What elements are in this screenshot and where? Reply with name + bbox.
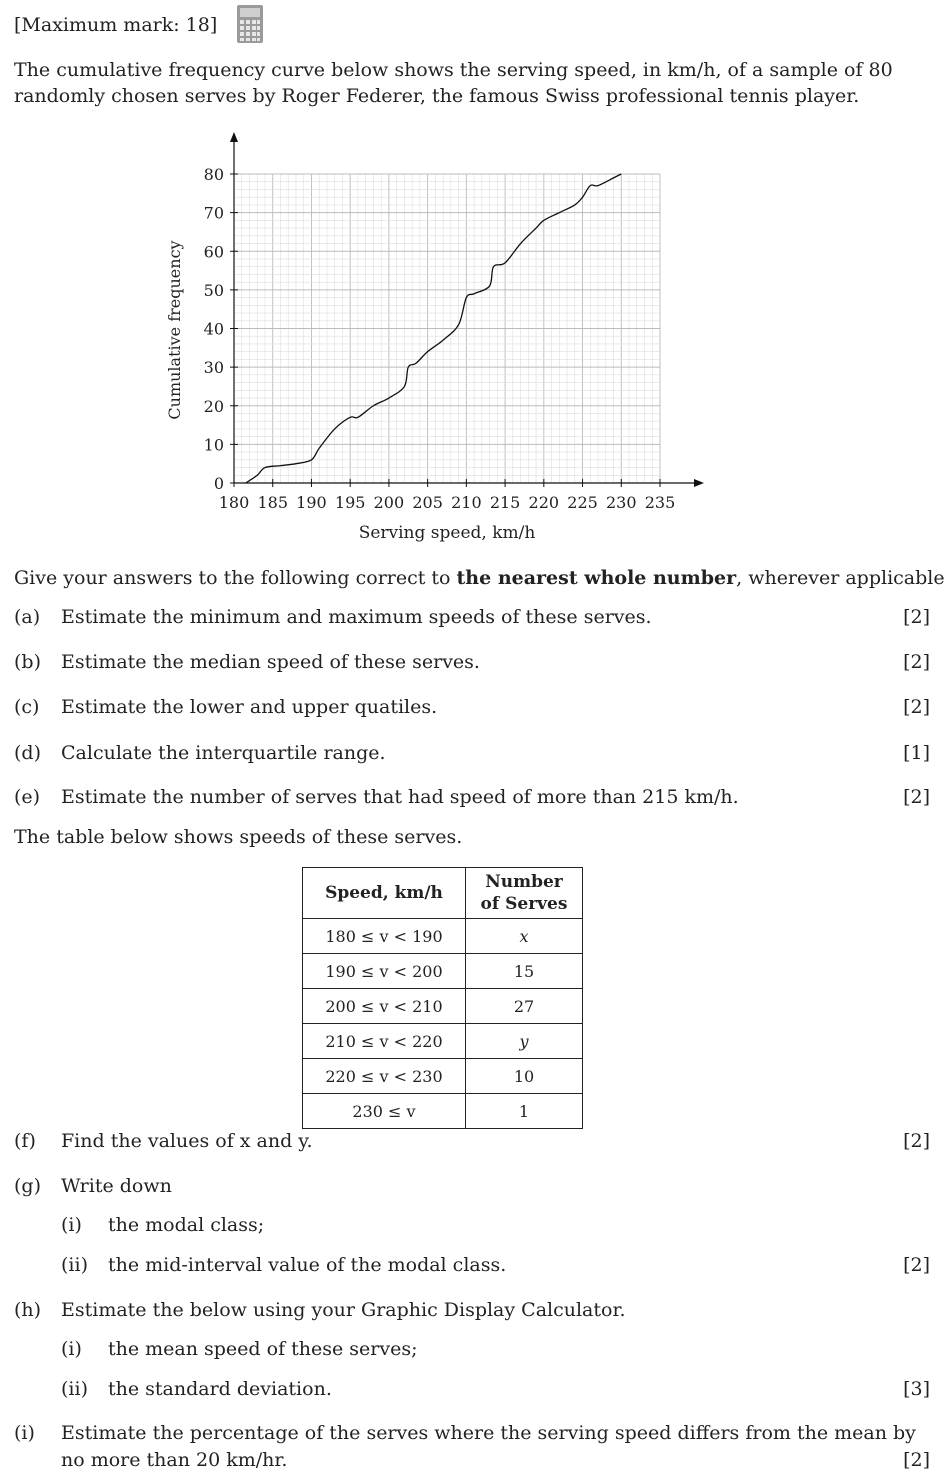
intro-line-1: The cumulative frequency curve below sho… xyxy=(14,59,893,81)
count-cell: 15 xyxy=(465,953,583,989)
question-mark: [2] xyxy=(903,696,930,718)
chart-grid xyxy=(233,173,661,484)
question-text: Find the values of x and y. xyxy=(61,1130,313,1152)
calculator-icon xyxy=(237,5,263,43)
y-tick-label: 10 xyxy=(204,435,224,454)
speed-cell: 180 ≤ v < 190 xyxy=(302,918,466,954)
count-cell: y xyxy=(465,1023,583,1059)
x-axis-arrow xyxy=(694,479,704,487)
subquestion-text: the modal class; xyxy=(108,1214,265,1236)
speed-cell: 210 ≤ v < 220 xyxy=(302,1023,466,1059)
header-speed: Speed, km/h xyxy=(302,867,466,919)
question-text: Write down xyxy=(61,1175,172,1197)
subquestion-text: the standard deviation. xyxy=(108,1378,332,1400)
table-header-row: Speed, km/h Number of Serves xyxy=(302,867,583,919)
question-label: (d) xyxy=(14,742,41,764)
question-text-line-2: no more than 20 km/hr. xyxy=(61,1449,288,1471)
x-tick-label: 210 xyxy=(451,493,482,512)
question-mark: [2] xyxy=(903,1130,930,1152)
question-mark: [3] xyxy=(903,1378,930,1400)
question-text-line-1: Estimate the percentage of the serves wh… xyxy=(61,1422,916,1444)
x-tick-label: 225 xyxy=(567,493,598,512)
question-label: (i) xyxy=(14,1422,35,1444)
subquestion-label: (ii) xyxy=(61,1254,88,1276)
subquestion-text: the mean speed of these serves; xyxy=(108,1338,418,1360)
question-label: (c) xyxy=(14,696,40,718)
count-cell: x xyxy=(465,918,583,954)
question-text: Calculate the interquartile range. xyxy=(61,742,386,764)
y-tick-label: 50 xyxy=(204,281,224,300)
x-tick-label: 200 xyxy=(374,493,405,512)
count-cell: 1 xyxy=(465,1093,583,1129)
count-cell: 27 xyxy=(465,988,583,1024)
question-label: (a) xyxy=(14,606,41,628)
max-mark: [Maximum mark: 18] xyxy=(14,14,218,36)
cumulative-frequency-curve xyxy=(245,173,622,484)
y-tick-label: 0 xyxy=(214,474,224,493)
question-mark: [1] xyxy=(903,742,930,764)
table-row: 210 ≤ v < 220 y xyxy=(302,1023,583,1059)
header-number-of-serves: Number of Serves xyxy=(465,867,583,919)
count-cell: 10 xyxy=(465,1058,583,1094)
y-tick-label: 30 xyxy=(204,358,224,377)
question-mark: [2] xyxy=(903,1449,930,1471)
speed-cell: 190 ≤ v < 200 xyxy=(302,953,466,989)
y-tick-label: 20 xyxy=(204,397,224,416)
instruction-bold: the nearest whole number xyxy=(456,567,737,589)
x-tick-label: 205 xyxy=(412,493,443,512)
question-label: (g) xyxy=(14,1175,41,1197)
x-tick-label: 235 xyxy=(645,493,676,512)
table-row: 190 ≤ v < 200 15 xyxy=(302,953,583,989)
question-mark: [2] xyxy=(903,651,930,673)
question-text: Estimate the number of serves that had s… xyxy=(61,786,739,808)
question-text: Estimate the lower and upper quatiles. xyxy=(61,696,438,718)
x-tick-label: 180 xyxy=(219,493,250,512)
question-text: Estimate the median speed of these serve… xyxy=(61,651,480,673)
instruction-suffix: , wherever applicable. xyxy=(736,567,944,589)
header-number: Number xyxy=(485,872,563,892)
table-intro: The table below shows speeds of these se… xyxy=(14,826,463,848)
instruction: Give your answers to the following corre… xyxy=(14,565,944,591)
instruction-prefix: Give your answers to the following corre… xyxy=(14,567,457,589)
subquestion-text: the mid-interval value of the modal clas… xyxy=(108,1254,507,1276)
subquestion-label: (i) xyxy=(61,1214,82,1236)
x-tick-label: 190 xyxy=(296,493,327,512)
question-text: Estimate the minimum and maximum speeds … xyxy=(61,606,652,628)
question-mark: [2] xyxy=(903,1254,930,1276)
table-row: 180 ≤ v < 190 x xyxy=(302,918,583,954)
table-row: 200 ≤ v < 210 27 xyxy=(302,988,583,1024)
chart-axes xyxy=(230,132,704,487)
x-tick-label: 185 xyxy=(257,493,288,512)
subquestion-label: (ii) xyxy=(61,1378,88,1400)
y-tick-label: 40 xyxy=(204,320,224,339)
question-label: (f) xyxy=(14,1130,36,1152)
y-axis-arrow xyxy=(230,132,238,142)
x-tick-label: 195 xyxy=(335,493,366,512)
question-mark: [2] xyxy=(903,606,930,628)
question-mark: [2] xyxy=(903,786,930,808)
x-tick-label: 220 xyxy=(529,493,560,512)
speed-cell: 220 ≤ v < 230 xyxy=(302,1058,466,1094)
speed-cell: 200 ≤ v < 210 xyxy=(302,988,466,1024)
cumulative-frequency-chart: 180 185 190 195 200 205 210 215 220 225 230 235 0 10 2… xyxy=(165,132,704,543)
table-row: 220 ≤ v < 230 10 xyxy=(302,1058,583,1094)
question-label: (h) xyxy=(14,1299,42,1321)
question-label: (b) xyxy=(14,651,41,673)
x-axis-label: Serving speed, km/h xyxy=(359,523,536,543)
header-of-serves: of Serves xyxy=(480,894,568,914)
y-tick-label: 60 xyxy=(204,242,224,261)
y-tick-label: 70 xyxy=(204,204,224,223)
y-axis-label: Cumulative frequency xyxy=(165,240,184,419)
table-row: 230 ≤ v 1 xyxy=(302,1093,583,1129)
x-tick-label: 215 xyxy=(490,493,521,512)
question-label: (e) xyxy=(14,786,41,808)
y-tick-label: 80 xyxy=(204,165,224,184)
subquestion-label: (i) xyxy=(61,1338,82,1360)
speed-cell: 230 ≤ v xyxy=(302,1093,466,1129)
intro-line-2: randomly chosen serves by Roger Federer,… xyxy=(14,85,860,107)
speed-table: Speed, km/h Number of Serves 180 ≤ v < 19… xyxy=(302,867,583,1129)
x-tick-label: 230 xyxy=(606,493,637,512)
question-text: Estimate the below using your Graphic Di… xyxy=(61,1299,626,1321)
chart-ticks: 180 185 190 195 200 205 210 215 220 225 230 235 0 10 2… xyxy=(204,165,676,512)
